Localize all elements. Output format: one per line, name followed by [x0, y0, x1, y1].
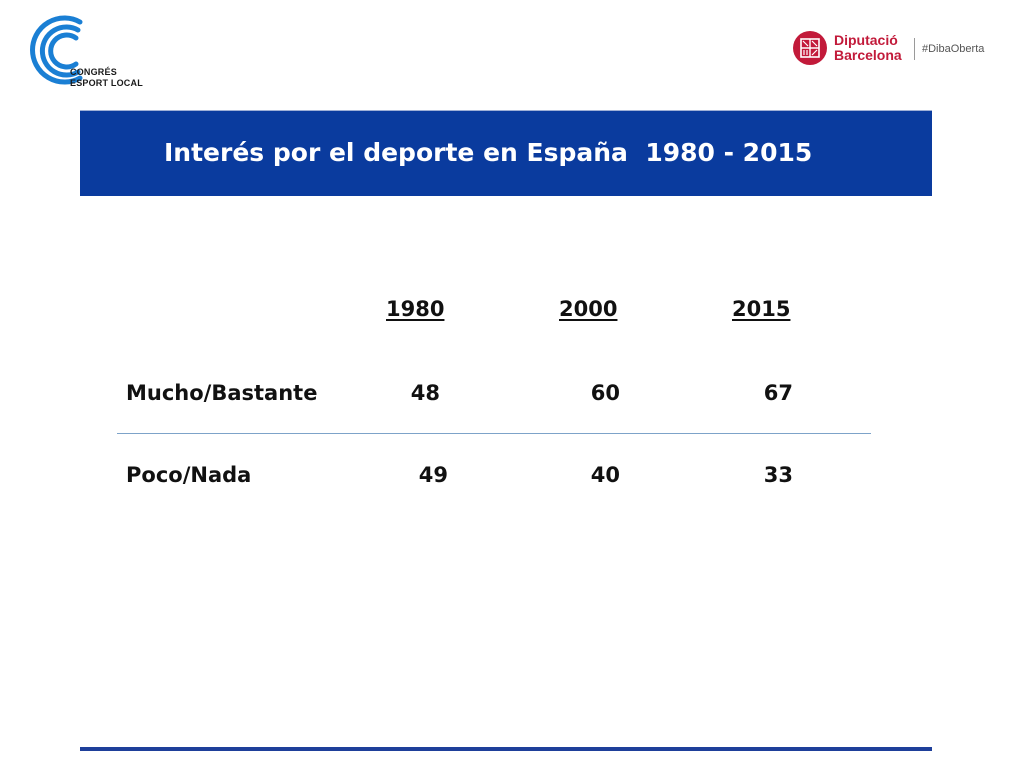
logo-text-line2: ESPORT LOCAL [70, 78, 143, 88]
year-header-2015: 2015 [732, 297, 791, 321]
logo-text-line1: CONGRÉS [70, 67, 117, 77]
diputacio-seal-icon [793, 31, 827, 65]
logo-divider [914, 38, 915, 60]
title-band: Interés por el deporte en España 1980 - … [80, 110, 932, 196]
cell-poco-1980: 49 [418, 463, 448, 487]
cell-mucho-2000: 60 [590, 381, 620, 405]
cell-poco-2000: 40 [590, 463, 620, 487]
diputacio-name-line2: Barcelona [834, 47, 902, 63]
row-divider [117, 433, 871, 434]
row-label-poco-nada: Poco/Nada [126, 463, 252, 487]
diba-hashtag: #DibaOberta [922, 43, 985, 55]
year-header-1980: 1980 [386, 297, 445, 321]
bottom-rule [80, 747, 932, 751]
diputacio-barcelona-logo: Diputació Barcelona #DibaOberta [792, 30, 1002, 68]
diputacio-name-line1: Diputació [834, 32, 898, 48]
cell-poco-2015: 33 [763, 463, 793, 487]
concentric-arcs-logo-icon [30, 15, 83, 85]
congres-esport-local-logo: CONGRÉS ESPORT LOCAL [18, 12, 158, 92]
cell-mucho-1980: 48 [410, 381, 440, 405]
row-label-mucho-bastante: Mucho/Bastante [126, 381, 318, 405]
cell-mucho-2015: 67 [763, 381, 793, 405]
year-header-2000: 2000 [559, 297, 618, 321]
slide-title: Interés por el deporte en España 1980 - … [164, 138, 813, 167]
